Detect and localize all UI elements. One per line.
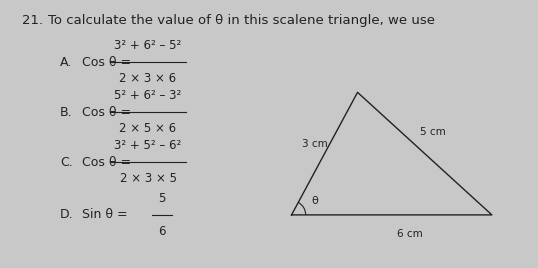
Text: B.: B.: [60, 106, 73, 118]
Text: D.: D.: [60, 209, 74, 221]
Text: To calculate the value of θ in this scalene triangle, we use: To calculate the value of θ in this scal…: [48, 14, 435, 27]
Text: 2 × 5 × 6: 2 × 5 × 6: [119, 122, 176, 135]
Text: 3² + 6² – 5²: 3² + 6² – 5²: [115, 39, 182, 52]
Text: 2 × 3 × 5: 2 × 3 × 5: [119, 172, 176, 185]
Text: 2 × 3 × 6: 2 × 3 × 6: [119, 72, 176, 85]
Text: Cos θ =: Cos θ =: [82, 106, 131, 118]
Text: 5 cm: 5 cm: [420, 127, 446, 137]
Text: Sin θ =: Sin θ =: [82, 209, 128, 221]
Text: 21.: 21.: [22, 14, 43, 27]
Text: 5: 5: [158, 192, 166, 205]
Text: 6 cm: 6 cm: [397, 229, 422, 239]
Text: Cos θ =: Cos θ =: [82, 55, 131, 69]
Text: 5² + 6² – 3²: 5² + 6² – 3²: [115, 89, 182, 102]
Text: A.: A.: [60, 55, 72, 69]
Text: 3 cm: 3 cm: [302, 139, 328, 149]
Text: 6: 6: [158, 225, 166, 238]
Text: C.: C.: [60, 155, 73, 169]
Text: θ: θ: [312, 196, 318, 206]
Text: 3² + 5² – 6²: 3² + 5² – 6²: [115, 139, 182, 152]
Text: Cos θ =: Cos θ =: [82, 155, 131, 169]
